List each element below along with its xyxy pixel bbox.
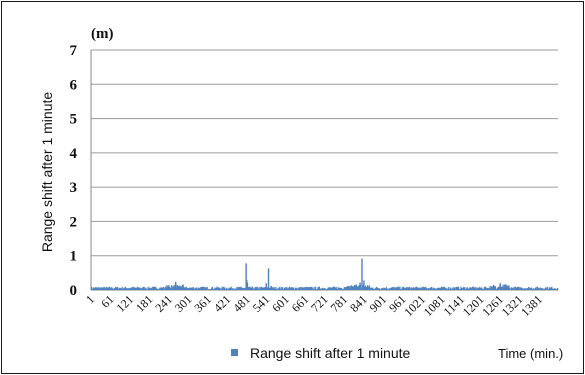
x-tick-label: 1381 [518,292,545,319]
x-tick-label: 901 [367,292,390,315]
x-tick-label: 601 [269,292,292,315]
x-tick-label: 781 [328,292,351,315]
y-tick-label: 4 [70,146,78,162]
x-tick-label: 1 [83,292,97,306]
y-tick-label: 5 [70,112,78,128]
x-tick-label: 241 [152,292,175,315]
x-tick-label: 841 [347,292,370,315]
legend-swatch [231,349,238,356]
y-tick-label: 2 [70,214,78,230]
x-tick-label: 301 [172,292,195,315]
y-tick-label: 3 [70,180,78,196]
legend-label: Range shift after 1 minute [250,345,411,361]
y-unit-label: (m) [91,26,114,42]
y-tick-label: 7 [70,43,78,59]
x-tick-label: 181 [133,292,156,315]
x-axis-title: Time (min.) [498,346,563,361]
x-tick-label: 541 [250,292,273,315]
y-tick-label: 1 [70,249,78,265]
x-tick-label: 721 [308,292,331,315]
x-tick-label: 481 [230,292,253,315]
x-tick-label: 361 [191,292,214,315]
x-tick-label: 61 [98,292,116,310]
y-tick-label: 0 [70,283,78,299]
x-tick-label: 661 [289,292,312,315]
x-tick-label: 421 [211,292,234,315]
y-tick-label: 6 [70,77,78,93]
x-tick-label: 121 [113,292,136,315]
y-axis-title: Range shift after 1 minute [39,92,55,253]
